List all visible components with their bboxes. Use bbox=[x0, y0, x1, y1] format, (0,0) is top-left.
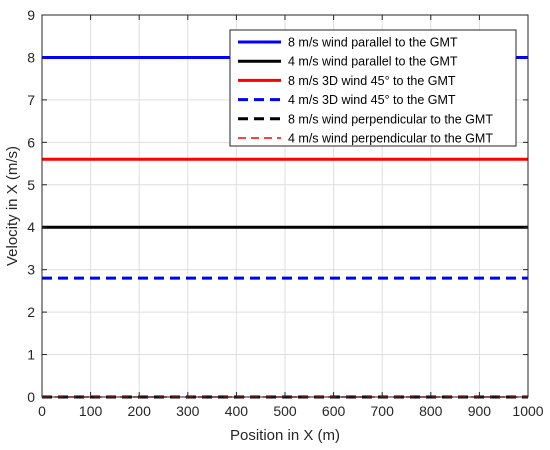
x-tick-label: 400 bbox=[225, 403, 249, 419]
legend-label: 8 m/s wind parallel to the GMT bbox=[288, 36, 458, 50]
x-tick-label: 700 bbox=[371, 403, 395, 419]
y-tick-label: 1 bbox=[27, 347, 35, 363]
x-tick-label: 300 bbox=[176, 403, 200, 419]
x-tick-label: 500 bbox=[273, 403, 297, 419]
y-axis-label: Velocity in X (m/s) bbox=[4, 146, 21, 266]
x-tick-label: 900 bbox=[468, 403, 492, 419]
legend: 8 m/s wind parallel to the GMT 4 m/s wind… bbox=[229, 29, 517, 147]
x-tick-label: 100 bbox=[79, 403, 103, 419]
x-axis-label: Position in X (m) bbox=[230, 427, 340, 444]
y-tick-label: 6 bbox=[27, 134, 35, 150]
legend-label: 4 m/s wind parallel to the GMT bbox=[288, 55, 458, 69]
x-tick-labels: 0 100 200 300 400 500 600 700 800 900 1000 bbox=[38, 403, 544, 419]
y-tick-labels: 0 1 2 3 4 5 6 7 8 9 bbox=[27, 7, 35, 405]
y-tick-label: 5 bbox=[27, 177, 35, 193]
axis-ticks bbox=[41, 14, 529, 398]
x-tick-label: 0 bbox=[38, 403, 46, 419]
x-tick-label: 1000 bbox=[512, 403, 543, 419]
x-tick-label: 200 bbox=[128, 403, 152, 419]
legend-label: 4 m/s 3D wind 45° to the GMT bbox=[288, 93, 456, 107]
x-tick-label: 800 bbox=[419, 403, 443, 419]
y-tick-label: 2 bbox=[27, 304, 35, 320]
y-tick-label: 0 bbox=[27, 389, 35, 405]
y-tick-label: 9 bbox=[27, 7, 35, 23]
y-tick-label: 7 bbox=[27, 92, 35, 108]
legend-label: 8 m/s wind perpendicular to the GMT bbox=[288, 112, 493, 126]
legend-box bbox=[229, 29, 517, 147]
x-tick-label: 600 bbox=[322, 403, 346, 419]
y-tick-label: 4 bbox=[27, 219, 35, 235]
y-tick-label: 3 bbox=[27, 262, 35, 278]
y-tick-label: 8 bbox=[27, 49, 35, 65]
legend-label: 4 m/s wind perpendicular to the GMT bbox=[288, 132, 493, 146]
legend-label: 8 m/s 3D wind 45° to the GMT bbox=[288, 74, 456, 88]
